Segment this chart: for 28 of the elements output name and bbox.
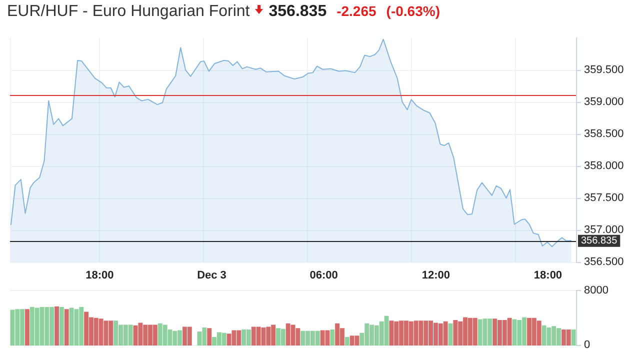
y-tick-label: 359.500 (584, 64, 624, 76)
bar (448, 323, 453, 346)
x-tick-label: 18:00 (534, 270, 562, 282)
bar (25, 309, 30, 346)
bar (344, 337, 350, 346)
y-tick-label: 357.500 (584, 192, 624, 204)
bar (54, 306, 59, 346)
bar (59, 307, 64, 346)
y-tick-label: 358.000 (584, 160, 624, 172)
x-tick-label: 12:00 (422, 270, 450, 282)
bar (64, 309, 69, 346)
bar (330, 330, 335, 346)
text: (-0.63%) (386, 3, 440, 19)
ref-line-label: 356.835 (581, 235, 618, 246)
y-tick-label: 8000 (584, 284, 608, 296)
y-tick-label: 358.500 (584, 128, 624, 140)
y-tick-label: 359.000 (584, 96, 624, 108)
x-tick-label: 18:00 (86, 270, 114, 282)
y-tick-label: 357.000 (584, 224, 624, 236)
bar (571, 330, 576, 346)
y-tick-label: 0 (584, 339, 590, 351)
x-tick-label: 06:00 (310, 270, 338, 282)
text: -2.265 (336, 3, 376, 19)
y-tick-label: 356.500 (584, 256, 624, 268)
bar (207, 328, 212, 346)
x-tick-label: Dec 3 (197, 270, 226, 282)
text: 356.835 (268, 3, 327, 21)
chart-title: EUR/HUF - Euro Hungarian Forint (7, 3, 250, 21)
